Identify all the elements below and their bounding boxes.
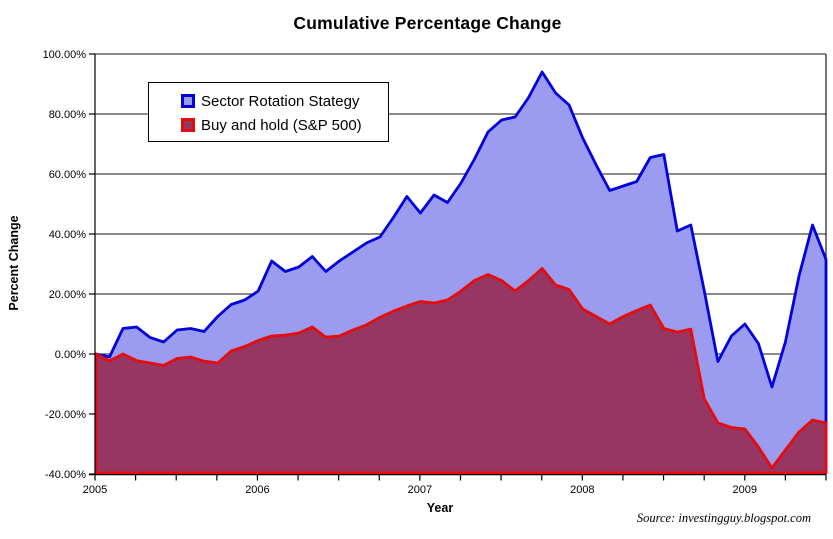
- x-tick-label: 2005: [83, 484, 107, 496]
- x-tick-label: 2007: [408, 484, 432, 496]
- y-tick-label: -40.00%: [45, 469, 86, 481]
- y-tick-label: 100.00%: [43, 49, 87, 61]
- y-tick-label: -20.00%: [45, 409, 86, 421]
- legend-item-buy-and-hold: Buy and hold (S&P 500): [181, 113, 388, 137]
- x-tick-label: 2006: [245, 484, 269, 496]
- y-tick-label: 80.00%: [49, 109, 87, 121]
- legend-swatch-red-icon: [181, 118, 195, 132]
- legend-label: Buy and hold (S&P 500): [201, 116, 362, 134]
- y-tick-label: 60.00%: [49, 169, 87, 181]
- series-area-1: [94, 267, 828, 475]
- y-tick-label: 20.00%: [49, 289, 87, 301]
- chart-title: Cumulative Percentage Change: [293, 13, 562, 33]
- y-axis-title: Percent Change: [7, 215, 21, 311]
- legend-swatch-blue-icon: [181, 94, 195, 108]
- x-tick-label: 2009: [733, 484, 757, 496]
- source-attribution: Source: investingguy.blogspot.com: [636, 511, 811, 525]
- legend-box: Sector Rotation Stategy Buy and hold (S&…: [148, 82, 389, 142]
- x-tick-label: 2008: [570, 484, 594, 496]
- x-axis-title: Year: [426, 501, 454, 515]
- legend-label: Sector Rotation Stategy: [201, 92, 360, 110]
- y-tick-label: 0.00%: [55, 349, 86, 361]
- legend-item-sector-rotation: Sector Rotation Stategy: [181, 89, 388, 113]
- y-tick-label: 40.00%: [49, 229, 87, 241]
